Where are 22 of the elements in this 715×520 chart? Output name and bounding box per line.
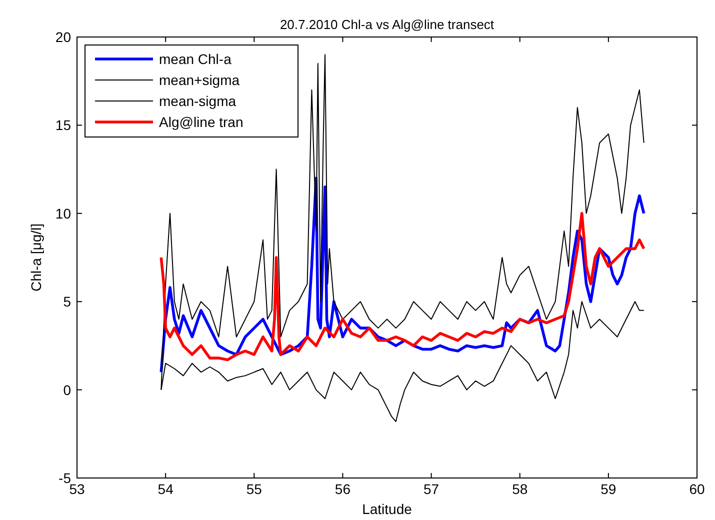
y-tick-label: 15 xyxy=(55,117,72,134)
x-tick-label: 58 xyxy=(512,481,528,497)
x-tick-label: 56 xyxy=(334,481,351,497)
y-tick-label: 20 xyxy=(55,29,72,45)
legend-label: mean-sigma xyxy=(159,93,236,109)
legend-label: mean+sigma xyxy=(159,72,240,88)
x-tick-label: 53 xyxy=(69,481,85,497)
y-tick-label: 5 xyxy=(63,294,72,310)
y-tick-label: 0 xyxy=(63,382,72,398)
y-tick-label: 10 xyxy=(55,205,72,222)
legend-label: mean Chl-a xyxy=(159,51,232,67)
x-tick-label: 55 xyxy=(246,481,262,497)
y-tick-label: -5 xyxy=(58,470,72,486)
legend-label: Alg@line tran xyxy=(159,114,244,130)
chart-title: 20.7.2010 Chl-a vs Alg@line transect xyxy=(280,17,494,32)
line-series xyxy=(160,212,646,362)
x-tick-label: 57 xyxy=(423,481,440,497)
x-tick-label: 60 xyxy=(689,481,705,497)
y-axis-title: Chl-a [μg/l] xyxy=(28,224,44,292)
x-tick-label: 59 xyxy=(600,481,616,497)
x-tick-label: 54 xyxy=(158,481,174,497)
x-axis-title: Latitude xyxy=(362,501,412,517)
